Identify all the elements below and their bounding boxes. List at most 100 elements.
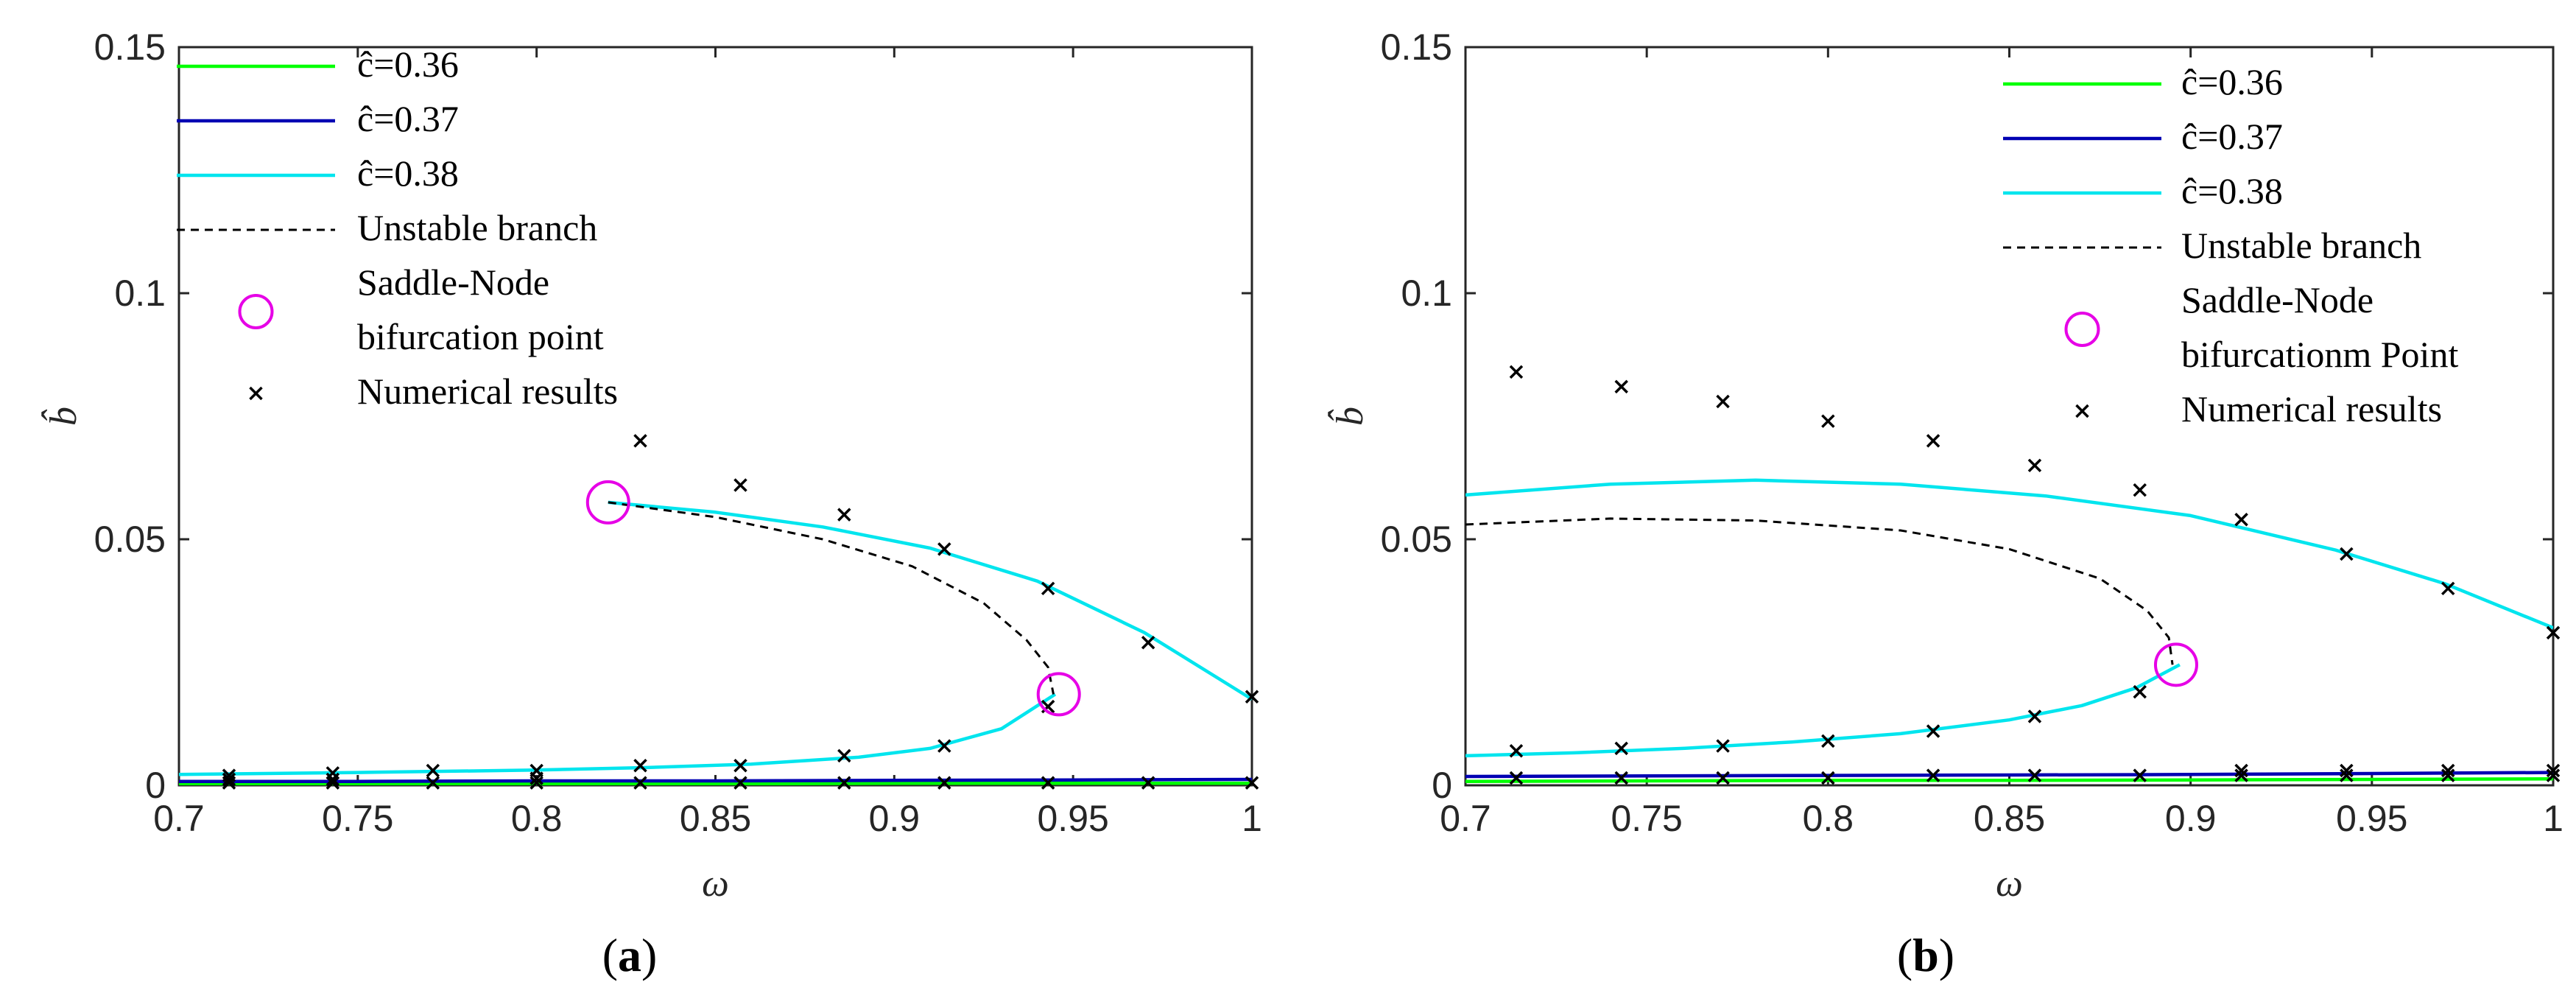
- numerical-result-point: [937, 542, 951, 556]
- legend-label-1: ĉ=0.37: [357, 98, 459, 139]
- x-tick-label: 0.9: [2165, 798, 2217, 839]
- numerical-result-point: [2440, 768, 2455, 782]
- series-line-1: [179, 777, 1252, 783]
- numerical-result-point: [2027, 768, 2042, 782]
- panel-label: (b): [1897, 929, 1954, 981]
- numerical-result-point: [222, 772, 236, 787]
- numerical-result-point: [529, 776, 543, 790]
- numerical-result-point: [2546, 768, 2561, 782]
- y-tick-label: 0.05: [1381, 519, 1452, 560]
- x-tick-label: 0.95: [1038, 798, 1109, 839]
- series-line-0: [179, 782, 1252, 785]
- y-tick-label: 0: [1432, 765, 1452, 806]
- series-line-2: [179, 692, 1057, 776]
- saddle-node-point: [1036, 672, 1081, 717]
- numerical-result-point: [1821, 734, 1835, 748]
- x-tick-label: 0.8: [511, 798, 563, 839]
- numerical-result-point: [2340, 768, 2354, 782]
- legend-label-3: Unstable branch: [2181, 225, 2421, 266]
- legend-label-4: bifurcation point: [357, 316, 604, 357]
- numerical-result-point: [222, 776, 236, 790]
- numerical-result-point: [1245, 690, 1259, 704]
- numerical-result-point: [2027, 458, 2042, 473]
- numerical-result-point: [1509, 365, 1524, 379]
- numerical-result-point: [633, 759, 647, 773]
- y-tick-label: 0.1: [114, 273, 166, 314]
- numerical-result-point: [2027, 709, 2042, 723]
- x-tick-label: 0.75: [322, 798, 393, 839]
- plot-area: [1464, 46, 2555, 787]
- chart-panel-b: 0.7 0.75 0.8 0.85 0.9 0.95 1 0 0.05 0.1 0.15 ω b̂ ĉ=0…: [1328, 27, 2563, 981]
- numerical-result-point: [2133, 768, 2147, 782]
- y-axis-label: b̂: [41, 407, 85, 426]
- numerical-result-point: [1245, 776, 1259, 790]
- data-layer: [179, 500, 1252, 785]
- legend-label-2: ĉ=0.38: [357, 152, 459, 194]
- numerical-result-point: [426, 776, 440, 790]
- numerical-result-point: [1716, 394, 1730, 409]
- numerical-result-point: [1614, 771, 1628, 785]
- numerical-result-point: [937, 739, 951, 753]
- numerical-result-point: [837, 776, 851, 790]
- numerical-result-point: [426, 763, 440, 778]
- legend-label-0: ĉ=0.36: [357, 43, 459, 85]
- series-line-1: [1465, 771, 2553, 779]
- numerical-result-point: [837, 748, 851, 763]
- numerical-result-point: [733, 759, 747, 773]
- saddle-node-point: [585, 480, 630, 525]
- legend-label-4: Saddle-Node: [357, 262, 549, 303]
- numerical-result-point: [633, 434, 647, 448]
- numerical-result-point: [1141, 636, 1155, 650]
- numerical-result-point: [325, 776, 340, 790]
- legend-label-2: ĉ=0.38: [2181, 170, 2283, 211]
- plot-area: [177, 46, 1253, 787]
- numerical-result-point: [2133, 684, 2147, 699]
- numerical-result-point: [633, 776, 647, 790]
- numerical-result-point: [837, 508, 851, 522]
- numerical-result-point: [1614, 379, 1628, 394]
- numerical-result-point: [937, 776, 951, 790]
- x-tick-label: 0.75: [1611, 798, 1683, 839]
- numerical-result-point: [1141, 776, 1155, 790]
- legend-label-5: Numerical results: [357, 371, 618, 412]
- legend-label-0: ĉ=0.36: [2181, 61, 2283, 102]
- numerical-result-point: [1716, 739, 1730, 753]
- saddle-node-point: [2153, 642, 2198, 687]
- series-line-3: [1465, 478, 2553, 630]
- legend-label-5: Numerical results: [2181, 388, 2442, 429]
- numerical-result-point: [2440, 763, 2455, 778]
- numerical-result-point: [2340, 547, 2354, 561]
- numerical-result-point: [2234, 513, 2248, 527]
- x-tick-label: 0.85: [680, 798, 751, 839]
- legend-label-4: bifurcationm Point: [2181, 334, 2458, 375]
- series-line-4: [608, 501, 1055, 695]
- y-tick-label: 0.1: [1401, 273, 1452, 314]
- numerical-result-point: [1821, 771, 1835, 785]
- numerical-result-point: [1926, 434, 1940, 448]
- legend-cross-marker: [2075, 404, 2089, 418]
- x-tick-label: 0.7: [153, 798, 205, 839]
- legend: ĉ=0.36 ĉ=0.37 ĉ=0.38 Unstable branch Saddle-…: [177, 43, 618, 412]
- numerical-result-point: [2440, 581, 2455, 596]
- numerical-result-point: [2546, 763, 2561, 778]
- numerical-result-point: [325, 772, 340, 787]
- numerical-result-point: [733, 776, 747, 790]
- x-tick-label: 0.95: [2336, 798, 2407, 839]
- x-tick-label: 0.9: [869, 798, 921, 839]
- x-tick-label: 0.85: [1974, 798, 2045, 839]
- numerical-result-point: [1716, 771, 1730, 785]
- numerical-result-point: [1509, 771, 1524, 785]
- x-tick-label: 0.8: [1803, 798, 1854, 839]
- numerical-result-point: [1926, 724, 1940, 738]
- series-line-4: [1465, 517, 2174, 665]
- data-layer: [1465, 478, 2553, 783]
- legend-label-4: Saddle-Node: [2181, 279, 2373, 320]
- panel-label: (a): [602, 929, 658, 981]
- numerical-result-point: [1041, 776, 1055, 790]
- numerical-result-point: [529, 771, 543, 785]
- numerical-result-point: [2133, 483, 2147, 497]
- numerical-result-point: [2546, 625, 2561, 640]
- x-tick-label: 1: [1242, 798, 1262, 839]
- x-axis-label: ω: [702, 863, 729, 905]
